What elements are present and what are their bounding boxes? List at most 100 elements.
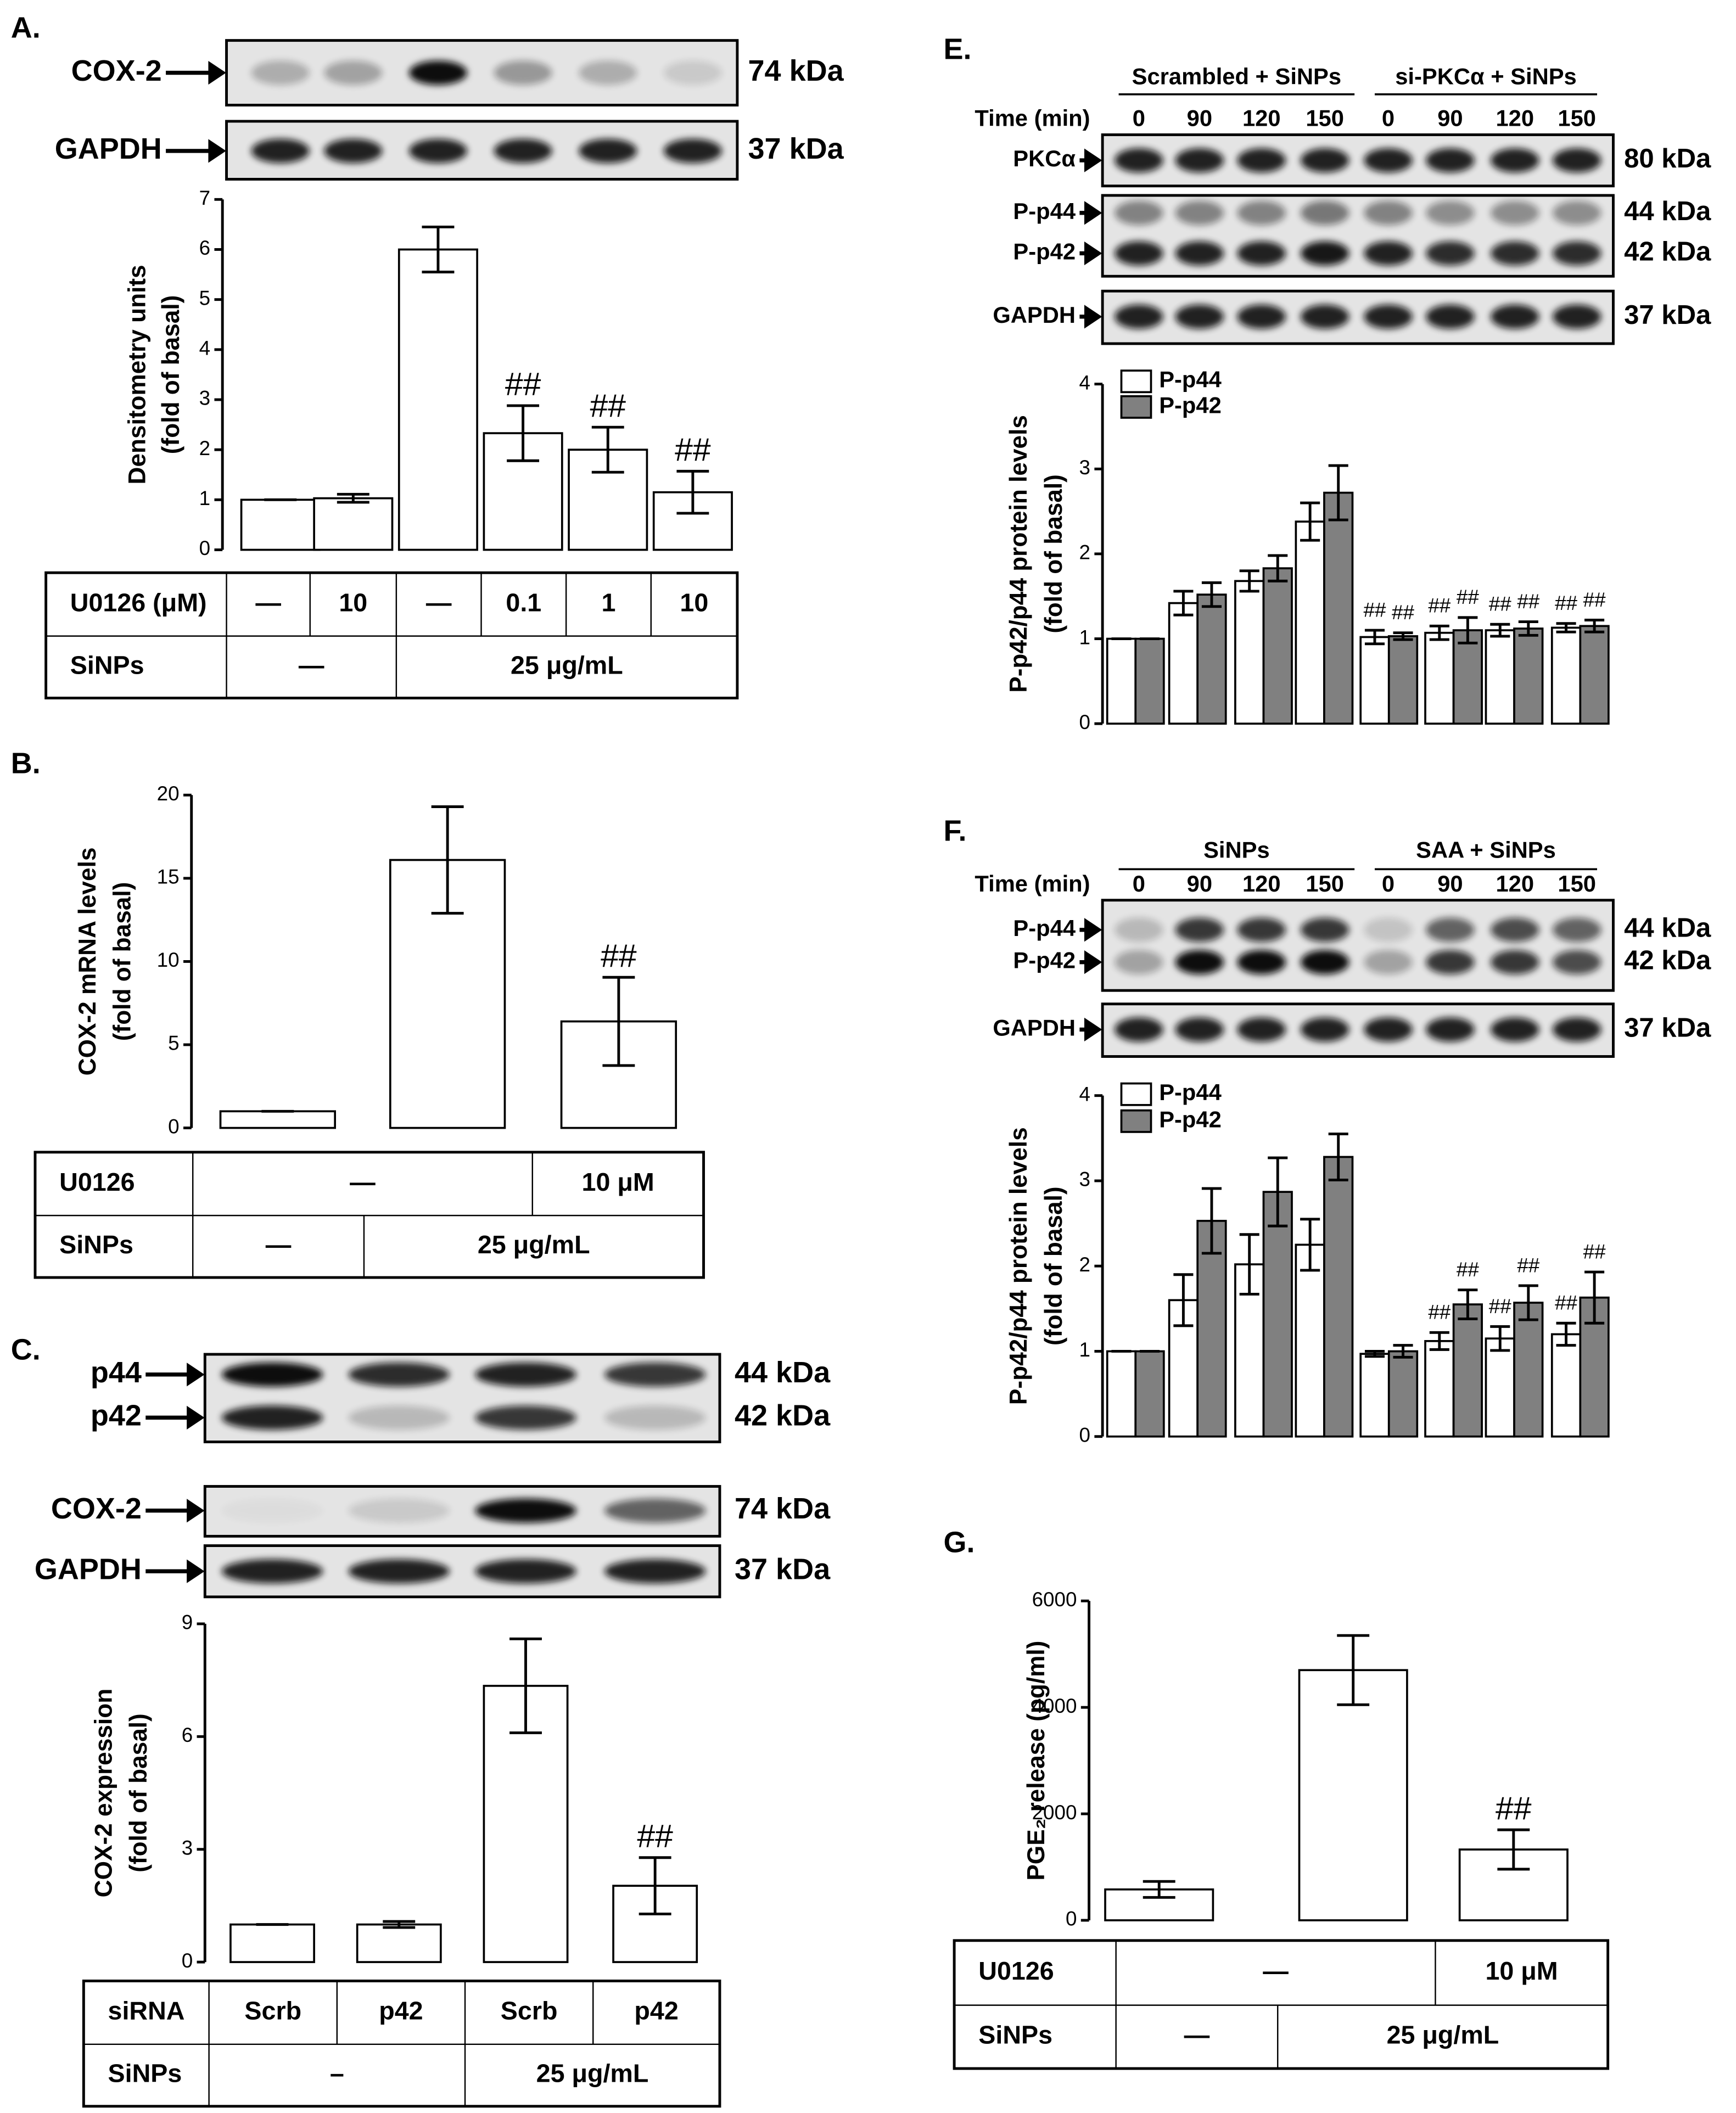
table-cell: — bbox=[1184, 2021, 1210, 2049]
y-tick-label: 0 bbox=[199, 537, 210, 559]
bar bbox=[1359, 636, 1390, 725]
blot-band bbox=[1175, 200, 1224, 225]
arrow bbox=[1079, 241, 1102, 266]
legend-label: P-p42 bbox=[1159, 1106, 1222, 1132]
protein-label: PKCα bbox=[1013, 145, 1076, 171]
panel-label: G. bbox=[943, 1526, 975, 1559]
y-tick-label: 10 bbox=[157, 949, 180, 971]
error-bar bbox=[1328, 1133, 1348, 1181]
bar bbox=[1550, 626, 1582, 725]
y-tick-label: 0 bbox=[168, 1115, 179, 1137]
y-tick-label: 1 bbox=[1079, 1338, 1090, 1361]
blot-band bbox=[1237, 304, 1286, 329]
table-cell: SiNPs bbox=[59, 1230, 133, 1259]
time-point: 90 bbox=[1187, 871, 1212, 896]
error-bar bbox=[431, 805, 464, 915]
arrow bbox=[145, 1363, 205, 1387]
blot-band bbox=[1115, 950, 1163, 974]
time-point: 0 bbox=[1382, 871, 1395, 896]
blot-band bbox=[1237, 1017, 1286, 1042]
bar bbox=[1485, 629, 1515, 725]
y-tick-label: 6000 bbox=[1032, 1588, 1077, 1611]
blot-band bbox=[475, 1405, 576, 1430]
legend-label: P-p44 bbox=[1159, 1079, 1222, 1105]
significance-label: ## bbox=[1489, 1295, 1511, 1318]
error-bar bbox=[1429, 1331, 1449, 1351]
blot-band bbox=[1300, 241, 1349, 266]
y-tick-label: 0 bbox=[1066, 1908, 1077, 1930]
table-cell: 10 bbox=[339, 588, 367, 616]
protein-label: P-p42 bbox=[1013, 948, 1076, 973]
bar bbox=[1134, 1350, 1165, 1438]
kda-label: 80 kDa bbox=[1624, 144, 1711, 173]
blot-band bbox=[1491, 241, 1539, 266]
bar bbox=[1323, 1156, 1354, 1438]
panel-label: B. bbox=[11, 747, 41, 780]
blot-band bbox=[324, 60, 383, 85]
bar bbox=[1424, 631, 1455, 725]
table-cell: — bbox=[299, 651, 324, 679]
significance-label: ## bbox=[505, 367, 541, 402]
bar bbox=[1168, 602, 1199, 725]
legend-label: P-p44 bbox=[1159, 367, 1222, 393]
error-bar bbox=[1556, 1321, 1576, 1347]
y-tick-label: 3 bbox=[1079, 456, 1090, 479]
error-bar bbox=[1393, 1344, 1413, 1359]
protein-label: P-p44 bbox=[1013, 198, 1076, 224]
blot-band bbox=[1237, 241, 1286, 266]
bar bbox=[1262, 1191, 1293, 1438]
y-tick-label: 3 bbox=[182, 1836, 193, 1859]
blot-box bbox=[1101, 899, 1615, 992]
kda-label: 74 kDa bbox=[748, 54, 844, 87]
time-point: 90 bbox=[1187, 105, 1212, 131]
kda-label: 44 kDa bbox=[1624, 913, 1711, 943]
table-cell: U0126 (μM) bbox=[70, 588, 207, 616]
blot-band bbox=[1300, 148, 1349, 173]
arrow bbox=[166, 60, 226, 85]
blot-band bbox=[1300, 1017, 1349, 1042]
bar bbox=[1452, 1303, 1483, 1438]
y-axis-label: (fold of basal) bbox=[125, 1713, 152, 1873]
blot-band bbox=[1426, 148, 1475, 173]
y-axis-label: (fold of basal) bbox=[109, 882, 136, 1041]
table-cell: 1 bbox=[601, 588, 615, 616]
protein-label: GAPDH bbox=[993, 302, 1076, 328]
blot-band bbox=[1491, 950, 1539, 974]
group-label: SiNPs bbox=[1203, 837, 1270, 862]
table-cell: siRNA bbox=[108, 1996, 185, 2025]
error-bar bbox=[1268, 1156, 1288, 1228]
y-tick-label: 0 bbox=[182, 1949, 193, 1972]
blot-band bbox=[1364, 148, 1413, 173]
bar bbox=[1196, 1220, 1227, 1438]
error-bar bbox=[1458, 1288, 1478, 1320]
time-point: 150 bbox=[1306, 871, 1344, 896]
bar bbox=[1106, 1350, 1137, 1438]
bar bbox=[1424, 1339, 1455, 1438]
significance-label: ## bbox=[1363, 598, 1386, 621]
y-tick-label: 1 bbox=[1079, 626, 1090, 648]
table-cell: Scrb bbox=[501, 1996, 558, 2025]
y-tick-label: 2 bbox=[1079, 541, 1090, 564]
legend-swatch bbox=[1120, 1109, 1152, 1133]
error-bar bbox=[509, 1637, 542, 1734]
blot-band bbox=[494, 138, 552, 164]
table-cell: — bbox=[350, 1168, 376, 1196]
y-tick-label: 9 bbox=[182, 1611, 193, 1634]
panel-label: C. bbox=[11, 1333, 41, 1366]
table-cell: 25 μg/mL bbox=[536, 2059, 649, 2088]
blot-band bbox=[1426, 1017, 1475, 1042]
table-cell: SiNPs bbox=[70, 651, 144, 679]
table-cell: — bbox=[255, 588, 281, 616]
blot-band bbox=[579, 60, 637, 85]
blot-band bbox=[494, 60, 552, 85]
significance-label: ## bbox=[1496, 1791, 1532, 1826]
significance-label: ## bbox=[1457, 586, 1479, 608]
y-axis-label: P-p42/p44 protein levels bbox=[1005, 1127, 1032, 1405]
protein-label: GAPDH bbox=[993, 1015, 1076, 1040]
blot-band bbox=[604, 1498, 706, 1523]
error-bar bbox=[1173, 590, 1194, 616]
y-axis-label: (fold of basal) bbox=[1040, 474, 1067, 634]
bar bbox=[1234, 580, 1265, 725]
blot-band bbox=[1237, 950, 1286, 974]
blot-band bbox=[1115, 1017, 1163, 1042]
